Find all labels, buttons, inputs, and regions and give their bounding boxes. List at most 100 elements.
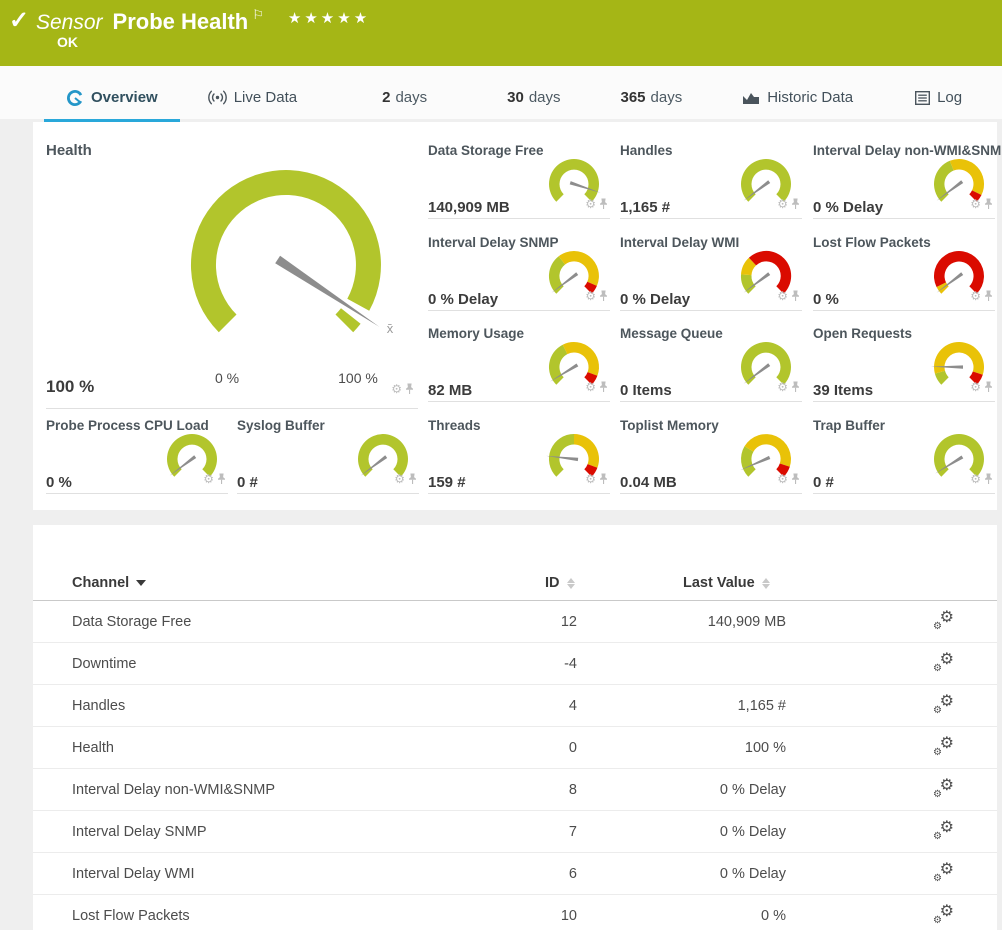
gauge-min-label: 0 % [215, 370, 239, 386]
gauge-title: Memory Usage [428, 326, 524, 341]
tab-historic-data[interactable]: Historic Data [742, 81, 853, 115]
column-header-id[interactable]: ID [545, 575, 575, 591]
channel-name[interactable]: Interval Delay SNMP [72, 824, 457, 840]
gear-icon[interactable]: ⚙ [777, 381, 788, 393]
gauge-actions: ⚙ [777, 381, 800, 393]
channel-row-interval-delay-wmi[interactable]: Interval Delay WMI60 % Delay⚙⚙ [33, 853, 997, 895]
column-label: ID [545, 575, 560, 591]
gauge-title: Interval Delay SNMP [428, 235, 559, 250]
gauge-actions: ⚙ [777, 473, 800, 485]
channel-row-downtime[interactable]: Downtime-4⚙⚙ [33, 643, 997, 685]
channel-last-value: 0 % [577, 908, 786, 924]
channel-settings-icon[interactable]: ⚙⚙ [933, 820, 955, 840]
gauge-title: Open Requests [813, 326, 912, 341]
channel-actions: ⚙⚙ [786, 778, 997, 802]
channel-id: 10 [457, 908, 577, 924]
gauge-value: 0 % [813, 291, 839, 308]
gear-icon[interactable]: ⚙ [777, 473, 788, 485]
gear-icon[interactable]: ⚙ [777, 290, 788, 302]
gauge-tile-data-storage-free: Data Storage Free140,909 MB⚙ [428, 140, 610, 232]
gauge-actions: ⚙ [585, 198, 608, 210]
tab-30-days[interactable]: 30days [507, 81, 560, 115]
gear-icon[interactable]: ⚙ [970, 381, 981, 393]
tab-2-days[interactable]: 2days [382, 81, 427, 115]
channel-row-interval-delay-snmp[interactable]: Interval Delay SNMP70 % Delay⚙⚙ [33, 811, 997, 853]
channel-settings-icon[interactable]: ⚙⚙ [933, 904, 955, 924]
channel-settings-icon[interactable]: ⚙⚙ [933, 652, 955, 672]
pin-icon[interactable] [599, 381, 608, 393]
channel-last-value: 140,909 MB [577, 614, 786, 630]
gauge-value: 0 # [813, 474, 834, 491]
channel-name[interactable]: Health [72, 740, 457, 756]
pin-icon[interactable] [791, 381, 800, 393]
column-header-last-value[interactable]: Last Value [683, 575, 770, 591]
channel-row-health[interactable]: Health0100 %⚙⚙ [33, 727, 997, 769]
divider [813, 218, 995, 219]
pin-icon[interactable] [408, 473, 417, 485]
pin-icon[interactable] [984, 381, 993, 393]
gauge-tile-interval-delay-wmi: Interval Delay WMI0 % Delay⚙ [620, 232, 802, 324]
log-icon [915, 91, 930, 105]
gauge-tile-threads: Threads159 #⚙ [428, 415, 610, 507]
gauge-actions: ⚙ [970, 473, 993, 485]
pin-icon[interactable] [599, 290, 608, 302]
pin-icon[interactable] [984, 473, 993, 485]
channel-id: 12 [457, 614, 577, 630]
channel-row-data-storage-free[interactable]: Data Storage Free12140,909 MB ⚙⚙ [33, 601, 997, 643]
channel-name[interactable]: Handles [72, 698, 457, 714]
divider [620, 401, 802, 402]
column-header-channel[interactable]: Channel [72, 575, 146, 591]
channel-settings-icon[interactable]: ⚙⚙ [933, 736, 955, 756]
gauge-actions: ⚙ [203, 473, 226, 485]
divider [237, 493, 419, 494]
gauge-tile-open-requests: Open Requests 39 Items ⚙ [813, 323, 995, 415]
channel-settings-icon[interactable]: ⚙⚙ [933, 694, 955, 714]
gear-icon[interactable]: ⚙ [777, 198, 788, 210]
pin-icon[interactable] [599, 473, 608, 485]
channel-row-interval-delay-non-wmi-snmp[interactable]: Interval Delay non-WMI&SNMP80 % Delay⚙⚙ [33, 769, 997, 811]
pin-icon[interactable] [217, 473, 226, 485]
gear-icon[interactable]: ⚙ [391, 383, 402, 395]
tab-365-days[interactable]: 365days [621, 81, 683, 115]
pin-icon[interactable] [791, 198, 800, 210]
channel-name[interactable]: Interval Delay non-WMI&SNMP [72, 782, 457, 798]
tab-overview[interactable]: Overview [66, 81, 158, 115]
pin-icon[interactable] [984, 198, 993, 210]
gear-icon[interactable]: ⚙ [970, 290, 981, 302]
channel-settings-icon[interactable]: ⚙⚙ [933, 862, 955, 882]
channel-name[interactable]: Data Storage Free [72, 614, 457, 630]
divider [428, 310, 610, 311]
channel-settings-icon[interactable]: ⚙⚙ [933, 610, 955, 630]
channel-name[interactable]: Downtime [72, 656, 457, 672]
flag-icon[interactable]: ⚐ [252, 7, 264, 22]
channel-actions: ⚙⚙ [786, 610, 997, 634]
channel-row-lost-flow-packets[interactable]: Lost Flow Packets100 % ⚙⚙ [33, 895, 997, 930]
channel-settings-icon[interactable]: ⚙⚙ [933, 778, 955, 798]
pin-icon[interactable] [405, 383, 414, 395]
tab-unit: days [529, 89, 561, 106]
gear-icon[interactable]: ⚙ [203, 473, 214, 485]
pin-icon[interactable] [791, 290, 800, 302]
channel-name[interactable]: Interval Delay WMI [72, 866, 457, 882]
channel-actions: ⚙⚙ [786, 652, 997, 676]
broadcast-icon [208, 90, 227, 105]
gauge-value: 39 Items [813, 382, 873, 399]
gauge-value: 0 # [237, 474, 258, 491]
channel-row-handles[interactable]: Handles41,165 #⚙⚙ [33, 685, 997, 727]
gear-icon[interactable]: ⚙ [970, 198, 981, 210]
gear-icon[interactable]: ⚙ [585, 198, 596, 210]
gear-icon[interactable]: ⚙ [585, 381, 596, 393]
gear-icon[interactable]: ⚙ [394, 473, 405, 485]
tab-log[interactable]: Log [915, 81, 962, 115]
pin-icon[interactable] [791, 473, 800, 485]
gauge-actions: ⚙ [585, 290, 608, 302]
gear-icon[interactable]: ⚙ [585, 473, 596, 485]
gear-icon[interactable]: ⚙ [970, 473, 981, 485]
pin-icon[interactable] [599, 198, 608, 210]
channel-last-value: 0 % Delay [577, 866, 786, 882]
channel-name[interactable]: Lost Flow Packets [72, 908, 457, 924]
priority-stars[interactable]: ★★★★★ [288, 10, 370, 27]
gear-icon[interactable]: ⚙ [585, 290, 596, 302]
pin-icon[interactable] [984, 290, 993, 302]
tab-live-data[interactable]: Live Data [208, 81, 297, 115]
